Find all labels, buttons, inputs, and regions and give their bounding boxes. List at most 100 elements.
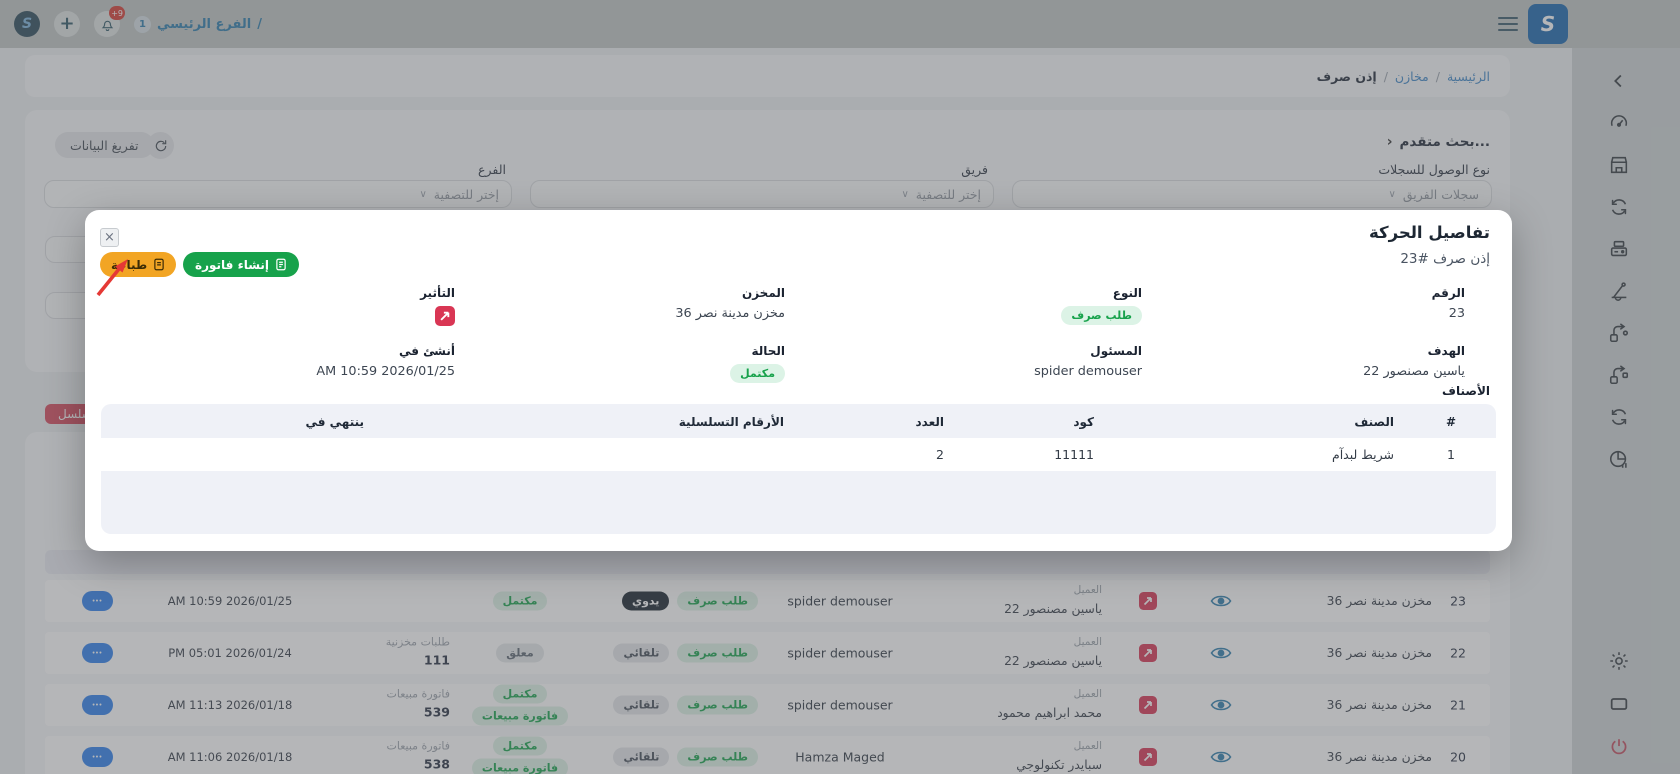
settings-gear-icon[interactable] <box>1608 650 1630 672</box>
status-badge: مكتمل <box>492 591 548 611</box>
field-value: مخزن مدينة نصر 36 <box>675 306 785 321</box>
quick-add-button[interactable]: + <box>54 11 80 37</box>
menu-toggle-button[interactable] <box>1498 17 1518 31</box>
app-logo-icon[interactable]: S <box>1528 4 1568 44</box>
row-actions-button[interactable] <box>82 747 113 767</box>
breadcrumb-separator: / <box>1383 68 1388 84</box>
refresh-button[interactable] <box>147 132 174 159</box>
print-button[interactable]: طباعة <box>100 252 177 277</box>
receive-route-icon[interactable] <box>1608 364 1630 386</box>
branch-select[interactable]: إختر للتصفية ∨ <box>44 180 512 208</box>
field-label: النوع <box>1112 286 1142 300</box>
table-header-row <box>45 550 1490 574</box>
branch-breadcrumb[interactable]: / الفرع الرئيسي 1 <box>134 15 262 33</box>
status-badge: مكتمل <box>492 684 548 704</box>
modal-subtitle: إذن صرف #23 <box>1400 251 1490 267</box>
field-number: الرقم 23 <box>1432 286 1465 321</box>
create-invoice-button[interactable]: إنشاء فاتورة <box>183 252 300 277</box>
cash-register-icon[interactable] <box>1608 238 1630 260</box>
red-document-icon[interactable] <box>1139 592 1157 610</box>
field-created-at: أنشئ في AM 10:59 2026/01/25 <box>316 344 455 379</box>
view-eye-icon[interactable] <box>1210 698 1232 713</box>
sidebar-nav <box>1608 70 1630 470</box>
client-name: سبايدر تكنولوجي <box>1016 757 1102 772</box>
print-label: طباعة <box>111 257 148 272</box>
type-badge: طلب صرف <box>677 591 758 611</box>
create-invoice-label: إنشاء فاتورة <box>195 257 270 272</box>
table-row[interactable]: 23 مخزن مدينة نصر 36 العميل ياسين مصنصور … <box>45 580 1490 622</box>
field-label: المسئول <box>1090 344 1142 358</box>
reports-chart-icon[interactable] <box>1608 448 1630 470</box>
export-data-button[interactable]: تفريغ البيانات <box>55 132 154 158</box>
screen-icon[interactable] <box>1608 693 1630 715</box>
team-placeholder: إختر للتصفية <box>915 186 981 202</box>
items-header-code: كود <box>1073 415 1094 429</box>
row-actions-button[interactable] <box>82 643 113 663</box>
items-table: # الصنف كود العدد الأرقام التسلسلية ينته… <box>101 404 1496 471</box>
notifications-button[interactable]: +9 <box>94 6 125 37</box>
team-select[interactable]: إختر للتصفية ∨ <box>530 180 994 208</box>
company-logo-icon[interactable]: S <box>14 11 40 37</box>
row-warehouse: مخزن مدينة نصر 36 <box>1326 646 1432 660</box>
sidebar-bottom <box>1608 650 1630 758</box>
breadcrumb-separator: / <box>1435 68 1440 84</box>
close-icon[interactable]: × <box>100 228 119 247</box>
red-document-icon[interactable] <box>1139 644 1157 662</box>
status-secondary-badge: فاتورة مبيعات <box>471 758 569 774</box>
row-actions-button[interactable] <box>82 695 113 715</box>
refresh-cycle-icon[interactable] <box>1608 406 1630 428</box>
collapse-chevron-icon[interactable] <box>1608 70 1630 92</box>
responsible-user: spider demouser <box>787 697 893 713</box>
breadcrumb-home-link[interactable]: الرئيسية <box>1446 68 1490 84</box>
advanced-search-toggle[interactable]: › بحث متقدم... <box>1387 134 1490 150</box>
scale-icon[interactable] <box>1608 280 1630 302</box>
row-number: 22 <box>1450 645 1466 661</box>
field-label: أنشئ في <box>398 344 455 358</box>
field-label: التأثير <box>420 286 455 300</box>
row-actions-button[interactable] <box>82 591 113 611</box>
red-document-icon[interactable] <box>1139 696 1157 714</box>
mode-badge: تلقائي <box>613 747 670 767</box>
view-eye-icon[interactable] <box>1210 646 1232 661</box>
items-header-index: # <box>1445 415 1457 429</box>
field-responsible: المسئول spider demouser <box>1034 344 1142 379</box>
topbar: S + +9 / الفرع الرئيسي 1 S <box>0 0 1680 48</box>
items-header-name: الصنف <box>1354 415 1394 429</box>
breadcrumb-warehouses-link[interactable]: مخازن <box>1394 68 1429 84</box>
status-badge: معلق <box>496 643 544 663</box>
reference-label: فاتورة مبيعات <box>386 687 450 701</box>
reference-number: 539 <box>423 704 450 720</box>
access-type-select[interactable]: سجلات الفريق ∨ <box>1012 180 1492 208</box>
table-row[interactable]: 21 مخزن مدينة نصر 36 العميل محمد ابراهيم … <box>45 684 1490 726</box>
field-value: 23 <box>1448 306 1465 321</box>
pos-store-icon[interactable] <box>1608 154 1630 176</box>
reference-label: فاتورة مبيعات <box>386 739 450 753</box>
item-index: 1 <box>1406 438 1496 471</box>
chevron-down-icon: ∨ <box>419 188 427 200</box>
red-document-icon[interactable] <box>1139 748 1157 766</box>
table-row[interactable]: 22 مخزن مدينة نصر 36 العميل ياسين مصنصور … <box>45 632 1490 674</box>
sync-arrows-icon[interactable] <box>1608 196 1630 218</box>
sidebar <box>1572 48 1680 774</box>
row-warehouse: مخزن مدينة نصر 36 <box>1326 594 1432 608</box>
row-date: PM 05:01 2026/01/24 <box>168 646 292 660</box>
responsible-user: spider demouser <box>787 593 893 609</box>
view-eye-icon[interactable] <box>1210 750 1232 765</box>
advanced-search-title: بحث متقدم... <box>1399 134 1490 150</box>
row-date: AM 11:13 2026/01/18 <box>167 698 293 712</box>
items-row: 1 شريط لبدآم 11111 2 <box>101 438 1496 471</box>
topbar-left-cluster: S + +9 / الفرع الرئيسي 1 <box>14 0 262 48</box>
red-document-icon <box>435 306 455 326</box>
access-type-value: سجلات الفريق <box>1402 186 1479 202</box>
power-logout-icon[interactable] <box>1608 736 1630 758</box>
client-name: محمد ابراهيم محمود <box>997 705 1102 720</box>
type-badge: طلب صرف <box>677 643 758 663</box>
items-header-expires: ينتهي في <box>305 415 364 429</box>
chevron-down-icon: ∨ <box>1388 188 1396 200</box>
status-badge: مكتمل <box>730 364 785 383</box>
dashboard-gauge-icon[interactable] <box>1608 112 1630 134</box>
table-row[interactable]: 20 مخزن مدينة نصر 36 العميل سبايدر تكنولو… <box>45 736 1490 774</box>
dispatch-route-icon[interactable] <box>1608 322 1630 344</box>
view-eye-icon[interactable] <box>1210 594 1232 609</box>
item-qty: 2 <box>796 438 956 471</box>
